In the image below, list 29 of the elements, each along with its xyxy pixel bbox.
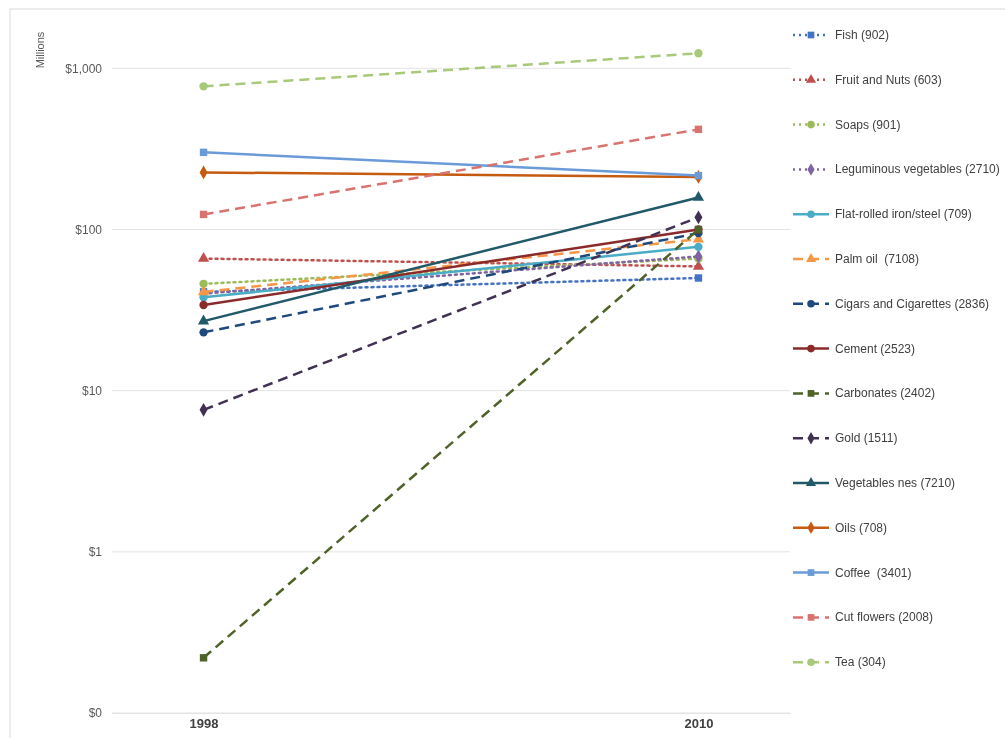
x-tick-label: 2010 [684,716,714,732]
legend-label: Oils (708) [835,520,888,535]
y-tick-label: $0 [88,706,103,721]
legend-label: Cement (2523) [835,341,916,356]
y-tick-label: $1,000 [65,61,103,76]
legend-label: Fish (902) [835,28,890,42]
point [199,82,208,91]
point [199,328,208,337]
legend-label: Leguminous vegetables (2710) [835,162,1000,177]
y-axis-title: Millions [34,31,46,69]
x-tick-label: 1998 [189,716,219,732]
legend-label: Vegetables nes (7210) [835,476,956,490]
point [694,49,703,58]
point [694,274,703,282]
y-tick-label: $1 [88,545,103,560]
legend-label: Cigars and Cigarettes (2836) [835,296,990,311]
legend-label: Cut flowers (2008) [835,610,934,625]
legend-label: Coffee (3401) [835,565,912,580]
legend-label: Fruit and Nuts (603) [835,72,942,87]
legend-label: Tea (304) [835,655,886,670]
legend-label: Soaps (901) [835,117,901,132]
y-tick-label: $100 [75,222,103,237]
legend-label: Flat-rolled iron/steel (709) [835,207,972,222]
point [199,300,208,310]
legend-label: Palm oil (7108) [835,252,920,266]
legend-label: Carbonates (2402) [835,386,936,401]
legend-label: Gold (1511) [835,431,898,446]
point [199,654,208,662]
y-tick-label: $10 [81,383,103,398]
